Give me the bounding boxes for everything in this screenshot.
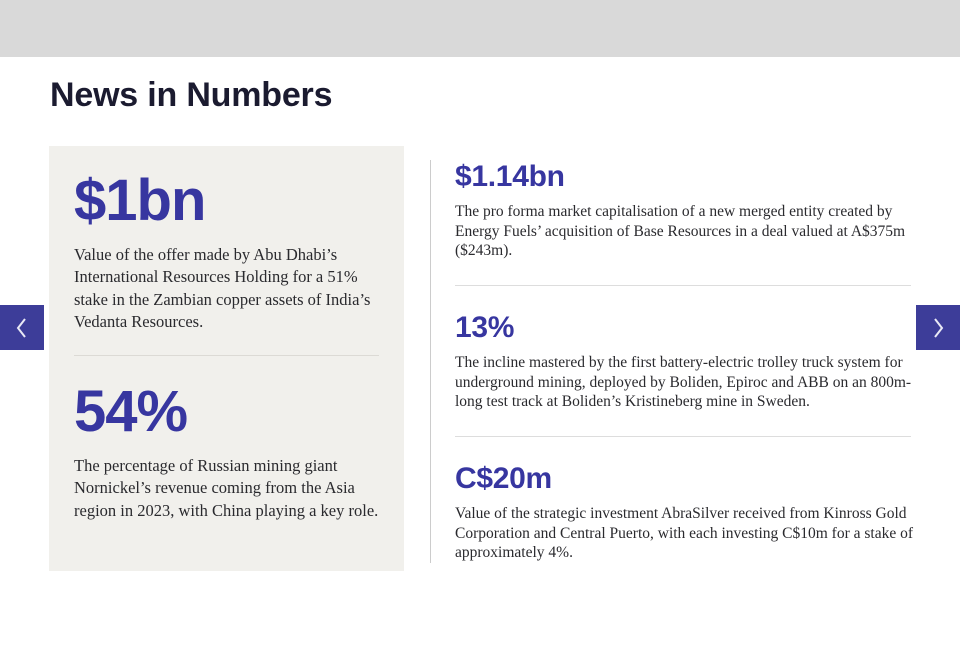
page-title: News in Numbers bbox=[50, 76, 333, 114]
stat-list-item: $1.14bn The pro forma market capitalisat… bbox=[455, 160, 916, 287]
stat-description: Value of the strategic investment AbraSi… bbox=[455, 505, 914, 562]
stat-value: 13% bbox=[455, 311, 515, 345]
carousel-next-button[interactable] bbox=[916, 305, 960, 350]
stat-list-item: 13% The incline mastered by the first ba… bbox=[455, 311, 916, 438]
stat-value: C$20m bbox=[455, 462, 552, 496]
carousel-prev-button[interactable] bbox=[0, 305, 44, 350]
stat-block: 54% The percentage of Russian mining gia… bbox=[74, 378, 379, 522]
stat-block: $1bn Value of the offer made by Abu Dhab… bbox=[74, 172, 379, 334]
stat-description: Value of the offer made by Abu Dhabi’s I… bbox=[74, 245, 371, 332]
stat-description: The incline mastered by the first batter… bbox=[455, 354, 912, 411]
chevron-left-icon bbox=[12, 315, 32, 341]
featured-stat-card: $1bn Value of the offer made by Abu Dhab… bbox=[49, 146, 404, 571]
stat-value: $1bn bbox=[74, 168, 206, 233]
stat-value: $1.14bn bbox=[455, 160, 565, 193]
stat-description: The pro forma market capitalisation of a… bbox=[455, 203, 906, 260]
stat-value: 54% bbox=[74, 378, 188, 444]
list-divider bbox=[455, 285, 911, 287]
chevron-right-icon bbox=[928, 315, 948, 341]
list-divider bbox=[455, 436, 911, 438]
stat-list-item: C$20m Value of the strategic investment … bbox=[455, 462, 916, 563]
card-divider bbox=[74, 354, 379, 356]
stat-description: The percentage of Russian mining giant N… bbox=[74, 455, 379, 520]
stat-list: $1.14bn The pro forma market capitalisat… bbox=[430, 160, 916, 564]
top-bar bbox=[0, 0, 960, 57]
